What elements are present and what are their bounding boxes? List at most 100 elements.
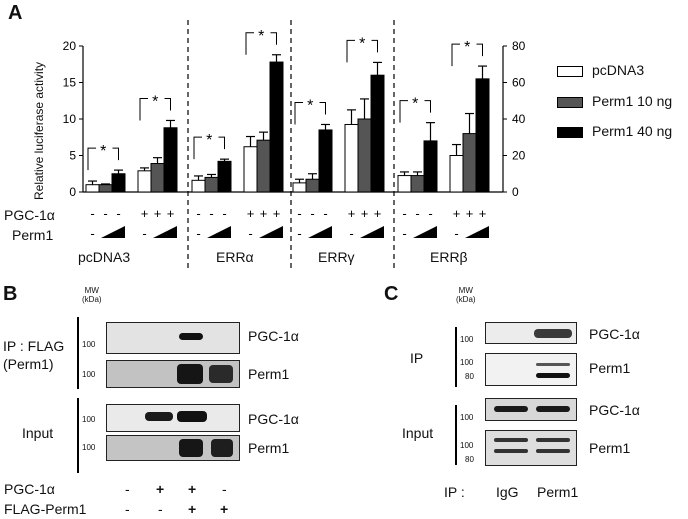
sign: -: [158, 501, 163, 517]
perm1-sign: -: [297, 226, 301, 241]
band: [536, 373, 570, 378]
perm1-ramp: [101, 226, 125, 238]
tick-label: 15: [63, 76, 77, 90]
blot-label: PGC-1α: [589, 402, 640, 418]
band: [536, 406, 570, 412]
pgc-sign: +: [479, 206, 487, 221]
legend-swatch-perm1-10: [557, 97, 583, 108]
bar: [204, 176, 219, 193]
sign: +: [220, 501, 229, 517]
pgc-sign: -: [116, 206, 120, 221]
mw-marker: 80: [465, 455, 474, 464]
pgc-sign: -: [103, 206, 107, 221]
mw-label: MW (kDa): [82, 286, 102, 304]
bar: [305, 178, 320, 193]
band: [209, 365, 233, 383]
mw-marker: 100: [460, 441, 474, 450]
bar: [163, 127, 178, 193]
sign: +: [156, 481, 165, 497]
bar: [111, 173, 126, 193]
bar: [256, 139, 271, 193]
blot-label: PGC-1α: [589, 326, 640, 342]
pgc-sign: +: [260, 206, 268, 221]
pgc-sign: -: [90, 206, 94, 221]
condition-label-flag: FLAG-Perm1: [4, 501, 87, 517]
band: [536, 363, 570, 366]
band: [536, 449, 570, 453]
blot-ip-pgc1a: [485, 322, 577, 344]
tick-label: 80: [512, 39, 526, 53]
tick-label: 5: [69, 149, 76, 163]
blot-label: Perm1: [589, 440, 631, 456]
bar: [217, 160, 232, 193]
significance-star: *: [258, 28, 264, 45]
perm1-sign: -: [349, 226, 353, 241]
bar: [344, 123, 359, 193]
mw-marker: 80: [465, 372, 474, 381]
tick-label: 20: [63, 39, 77, 53]
group-label: pcDNA3: [78, 249, 131, 265]
perm1-sign: -: [142, 226, 146, 241]
significance-bracket: [87, 147, 96, 171]
pgc-sign: +: [466, 206, 474, 221]
group-label: ERRγ: [318, 249, 355, 265]
pgc-sign: -: [310, 206, 314, 221]
significance-star: *: [307, 97, 313, 114]
bar: [318, 129, 333, 193]
pgc-sign: +: [374, 206, 382, 221]
significance-bracket: [193, 136, 202, 160]
ip-flag-label: IP : FLAG: [3, 338, 65, 354]
significance-bracket: [218, 136, 225, 150]
significance-star: *: [100, 143, 106, 160]
ip-row-label: IP :: [444, 484, 465, 500]
mw-label: MW (kDa): [456, 286, 476, 304]
band: [534, 329, 572, 338]
pgc-sign: +: [348, 206, 356, 221]
row-label-perm1: Perm1: [12, 227, 54, 243]
mw-marker: 100: [82, 443, 96, 452]
blot-ip-pgc1a: [106, 322, 240, 354]
bar: [449, 155, 464, 193]
mw-marker: 100: [82, 415, 96, 424]
significance-bracket: [476, 43, 483, 57]
significance-bracket: [164, 97, 171, 111]
significance-bracket: [270, 32, 277, 45]
tick-label: 0: [69, 185, 76, 199]
blot-input-perm1: [485, 430, 577, 466]
lane-label: IgG: [496, 484, 519, 500]
perm1-sign: -: [454, 226, 458, 241]
perm1-sign: -: [196, 226, 200, 241]
significance-star: *: [206, 132, 212, 149]
condition-label-pgc: PGC-1α: [4, 481, 55, 497]
bar: [98, 184, 113, 193]
significance-bracket: [294, 101, 303, 125]
significance-bracket: [245, 32, 254, 55]
band: [179, 333, 203, 340]
pgc-sign: +: [453, 206, 461, 221]
row-label-pgc: PGC-1α: [4, 207, 55, 223]
legend-swatch-perm1-40: [557, 127, 583, 138]
legend-label: Perm1 10 ng: [592, 93, 673, 109]
pgc-sign: +: [141, 206, 149, 221]
bar: [397, 175, 412, 193]
pgc-sign: +: [273, 206, 281, 221]
ip-label: IP: [410, 350, 424, 366]
tick-label: 60: [512, 76, 526, 90]
sign: -: [125, 501, 130, 517]
input-label: Input: [402, 425, 434, 441]
significance-star: *: [152, 93, 158, 110]
panel-letter-b: B: [3, 283, 18, 305]
pgc-sign: +: [167, 206, 175, 221]
sign: -: [222, 481, 227, 497]
perm1-ramp: [259, 226, 283, 238]
significance-bracket: [371, 39, 378, 53]
significance-bracket: [319, 101, 326, 115]
perm1-ramp: [153, 226, 177, 238]
band: [177, 364, 203, 384]
group-label: ERRα: [216, 249, 254, 265]
band: [211, 439, 233, 457]
pgc-sign: -: [209, 206, 213, 221]
bar: [191, 179, 206, 193]
bar: [243, 146, 258, 193]
band: [536, 438, 570, 442]
